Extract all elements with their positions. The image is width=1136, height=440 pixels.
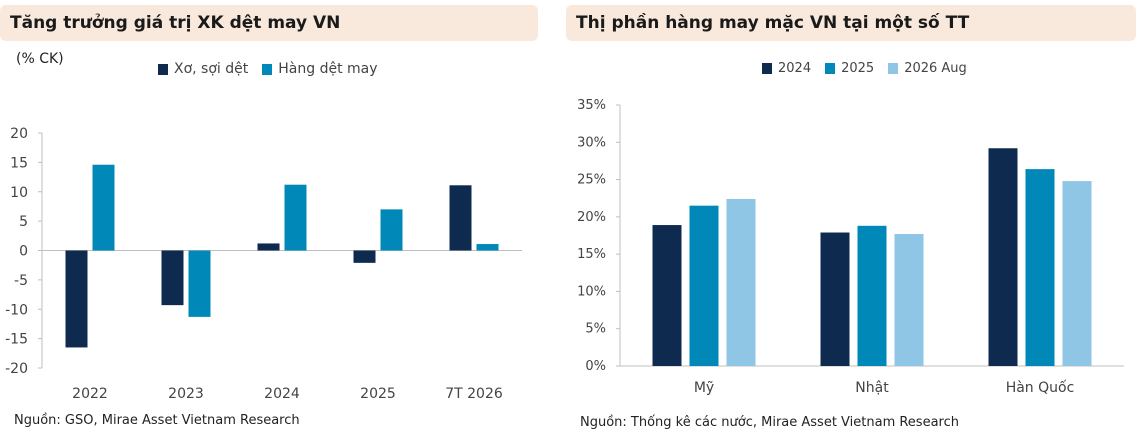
right-chart-title-bar: Thị phần hàng may mặc VN tại một số TT [566, 5, 1136, 41]
legend-label: Hàng dệt may [278, 61, 378, 77]
right-chart-source: Nguồn: Thống kê các nước, Mirae Asset Vi… [580, 415, 959, 430]
legend-swatch [825, 63, 836, 74]
bar-2026-aug [726, 198, 756, 366]
bar-xo-soi-det [449, 185, 472, 251]
right-chart-title: Thị phần hàng may mặc VN tại một số TT [576, 13, 970, 33]
legend-label: Xơ, sợi dệt [174, 61, 249, 77]
left-chart-source: Nguồn: GSO, Mirae Asset Vietnam Research [14, 413, 300, 428]
bar-xo-soi-det [353, 250, 376, 263]
right-chart-plot: 35% 30% 25% 20% 15% 10% 5% 0% Mỹ Nhật Hàn Quốc [577, 98, 1124, 396]
bar-xo-soi-det [65, 250, 88, 348]
y-tick-label: 20% [577, 210, 606, 225]
y-tick-label: 10 [10, 185, 28, 201]
legend-label: 2024 [778, 61, 812, 76]
left-chart-title-bar: Tăng trưởng giá trị XK dệt may VN [0, 5, 538, 41]
legend-label: 2026 Aug [904, 61, 967, 76]
y-tick-label: 5 [19, 214, 28, 230]
bar-xo-soi-det [257, 243, 280, 251]
legend-item-2025: 2025 [825, 61, 874, 76]
legend-label: 2025 [841, 61, 875, 76]
y-tick-label: -10 [5, 302, 28, 318]
bar-2025 [689, 205, 719, 366]
bar-2024 [988, 148, 1018, 366]
bar-2024 [652, 225, 682, 366]
bar-2026-aug [1062, 181, 1092, 366]
left-chart-plot: 20 15 10 5 0 -5 -10 -15 -20 2022 2023 2024 2025 7T 20… [5, 126, 522, 402]
legend-item-hang-det-may: Hàng dệt may [262, 61, 378, 77]
y-tick-label: 0 [19, 244, 28, 260]
left-chart-panel: Tăng trưởng giá trị XK dệt may VN (% CK)… [0, 0, 548, 440]
legend-swatch [262, 63, 273, 75]
legend-item-xo-soi-det: Xơ, sợi dệt [158, 61, 248, 77]
bar-hang-det-may [476, 244, 499, 251]
bar-hang-det-may [284, 184, 307, 251]
y-tick-label: 0% [585, 359, 606, 374]
right-chart-panel: Thị phần hàng may mặc VN tại một số TT 2… [566, 0, 1136, 440]
bar-hang-det-may [380, 209, 403, 251]
legend-swatch [888, 63, 899, 74]
y-tick-label: 15% [577, 247, 606, 262]
y-tick-label: -15 [5, 332, 28, 348]
legend-swatch [158, 63, 168, 75]
y-tick-label: 15 [10, 155, 28, 171]
x-tick-label: 2023 [168, 386, 204, 402]
bar-xo-soi-det [161, 250, 184, 306]
bar-hang-det-may [92, 164, 115, 251]
y-tick-label: -20 [5, 361, 28, 377]
bar-2025 [1025, 169, 1055, 366]
bar-hang-det-may [188, 250, 211, 317]
y-tick-label: 25% [577, 173, 606, 188]
left-chart-title: Tăng trưởng giá trị XK dệt may VN [10, 13, 341, 33]
left-chart-unit-label: (% CK) [16, 51, 64, 67]
y-tick-label: 30% [577, 135, 606, 150]
x-tick-label: Nhật [855, 380, 889, 396]
y-tick-label: 35% [577, 98, 606, 113]
x-tick-label: 2024 [264, 386, 300, 402]
x-tick-label: 2022 [72, 386, 108, 402]
legend-item-2024: 2024 [762, 61, 811, 76]
y-tick-label: 20 [10, 126, 28, 142]
bar-2025 [857, 225, 887, 366]
bar-2026-aug [894, 234, 924, 366]
x-tick-label: Hàn Quốc [1006, 379, 1075, 396]
x-tick-label: 7T 2026 [445, 386, 503, 402]
left-chart-legend: Xơ, sợi dệt Hàng dệt may [158, 61, 392, 77]
x-tick-label: Mỹ [694, 380, 714, 396]
legend-swatch [762, 63, 772, 74]
right-chart-legend: 2024 2025 2026 Aug [762, 61, 981, 76]
legend-item-2026-aug: 2026 Aug [888, 61, 967, 76]
y-tick-label: 5% [585, 322, 606, 337]
x-tick-label: 2025 [360, 386, 396, 402]
y-tick-label: 10% [577, 284, 606, 299]
bar-2024 [820, 232, 850, 366]
y-tick-label: -5 [14, 273, 28, 289]
